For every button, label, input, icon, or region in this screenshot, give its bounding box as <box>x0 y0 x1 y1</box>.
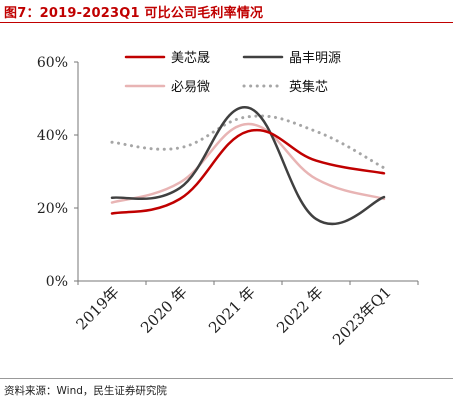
chart-axes: 0% 20% 40% 60% 2019年 2020 年 2021 年 2022 年 2023年Q… <box>37 55 419 349</box>
y-tick-label: 0% <box>46 274 68 290</box>
x-tick-label: 2020 年 <box>137 283 191 337</box>
legend-label-3: 必易微 <box>171 80 210 95</box>
series-line-1 <box>110 128 386 215</box>
series-line-4 <box>110 114 386 170</box>
chart-series <box>110 106 386 226</box>
y-tick-label: 20% <box>37 201 68 217</box>
line-chart: 0% 20% 40% 60% 2019年 2020 年 2021 年 2022 年 2023年Q… <box>37 51 419 349</box>
source-note: 资料来源：Wind，民生证券研究院 <box>4 385 167 397</box>
x-tick-label: 2023年Q1 <box>329 283 395 349</box>
legend-label-1: 美芯晟 <box>171 51 210 66</box>
y-tick-label: 60% <box>37 55 68 71</box>
series-line-2 <box>110 106 386 226</box>
legend-label-2: 晶丰明源 <box>289 51 341 66</box>
title-underline <box>0 22 453 23</box>
series-line-3 <box>110 122 386 204</box>
source-divider <box>0 378 453 379</box>
x-tick-label: 2022 年 <box>273 283 327 337</box>
figure-title: 图7：2019-2023Q1 可比公司毛利率情况 <box>4 6 264 21</box>
legend-label-4: 英集芯 <box>289 79 328 95</box>
x-tick-label: 2021 年 <box>205 283 259 337</box>
y-tick-label: 40% <box>37 128 68 144</box>
x-tick-label: 2019年 <box>72 283 122 333</box>
